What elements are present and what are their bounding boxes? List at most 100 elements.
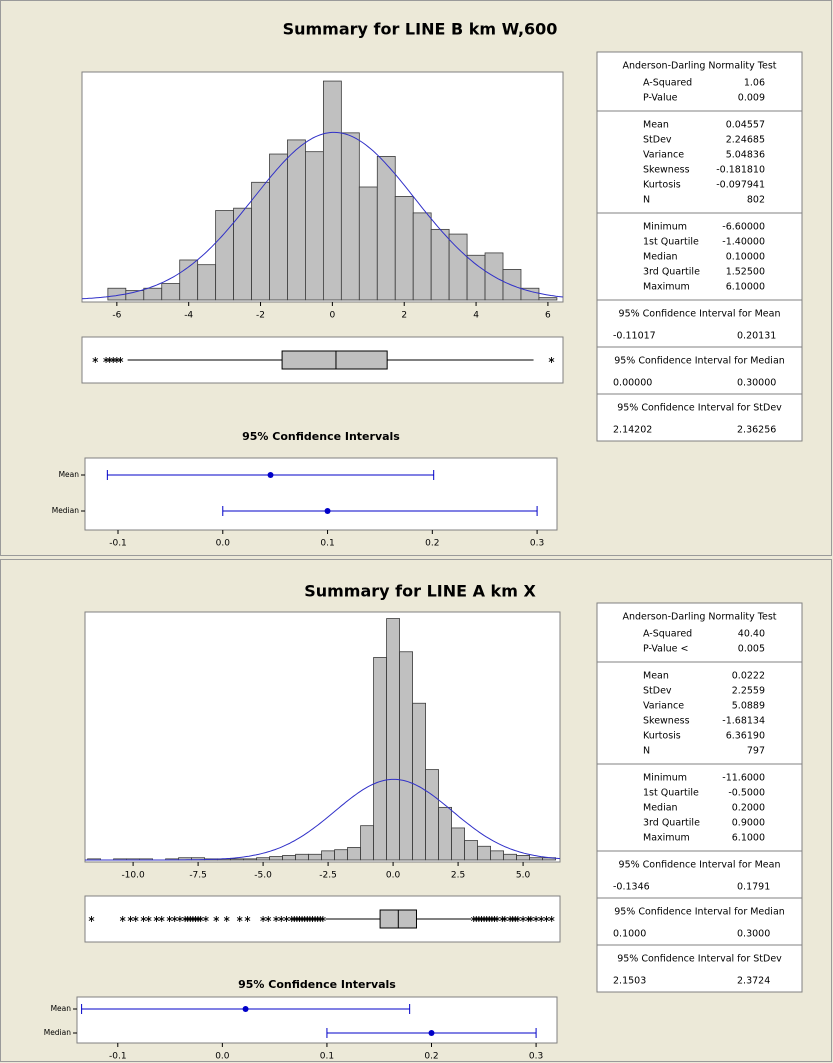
- outlier: [533, 916, 539, 922]
- bar: [360, 825, 374, 861]
- stat-value: 2.2559: [732, 686, 765, 697]
- ci-title: 95% Confidence Intervals: [242, 430, 400, 443]
- row-label: Median: [52, 506, 80, 515]
- outlier: [244, 916, 251, 922]
- x-tick-label: 0.0: [215, 1052, 230, 1062]
- bar: [430, 228, 450, 301]
- bar: [503, 853, 517, 861]
- stat-value: 5.04836: [726, 150, 765, 161]
- x-tick-label: 2: [401, 311, 407, 321]
- stat-label: Skewness: [643, 716, 690, 727]
- ci-point: [242, 1006, 249, 1012]
- bar: [340, 132, 360, 301]
- bar: [295, 853, 309, 861]
- ci-lower: -0.11017: [613, 331, 656, 342]
- bar: [438, 806, 452, 861]
- chart-title: Summary for LINE A km X: [304, 582, 536, 601]
- stat-value: 0.9000: [732, 818, 765, 829]
- ci-upper: 2.3724: [737, 976, 770, 987]
- chart-title: Summary for LINE B km W,600: [283, 20, 558, 39]
- bar: [143, 287, 163, 301]
- ci-title: 95% Confidence Intervals: [238, 978, 396, 991]
- plot-frame: [84, 611, 561, 863]
- box: [281, 350, 388, 370]
- normal-curve: [81, 131, 564, 300]
- bar: [308, 853, 322, 861]
- bar: [490, 850, 504, 861]
- outlier: [236, 916, 243, 922]
- stat-label: A-Squared: [643, 629, 692, 640]
- ci-upper: 0.30000: [737, 378, 776, 389]
- stat-label: Kurtosis: [643, 180, 681, 191]
- stat-label: Minimum: [643, 222, 687, 233]
- section-title: Anderson-Darling Normality Test: [623, 61, 777, 72]
- x-tick-label: -0.1: [109, 1052, 127, 1062]
- x-tick-label: 2.5: [451, 871, 465, 881]
- outlier: [145, 916, 152, 922]
- stat-value: 40.40: [738, 629, 765, 640]
- x-tick-label: -4: [184, 311, 193, 321]
- row-label: Mean: [51, 1004, 72, 1013]
- ci-point: [324, 508, 331, 514]
- bar: [373, 657, 387, 861]
- bar: [448, 233, 468, 301]
- outlier: [515, 916, 521, 922]
- bar: [322, 80, 342, 301]
- bar: [358, 186, 378, 301]
- section-title: 95% Confidence Interval for Median: [614, 907, 785, 918]
- outlier: [548, 357, 555, 363]
- stat-label: N: [643, 746, 650, 757]
- outlier: [320, 916, 326, 922]
- ci-upper: 0.20131: [737, 331, 776, 342]
- outlier: [273, 916, 279, 922]
- x-tick-label: 6: [545, 311, 551, 321]
- stat-label: Kurtosis: [643, 731, 681, 742]
- stat-value: 0.009: [738, 93, 765, 104]
- ci-lower: 2.14202: [613, 425, 652, 436]
- ci-lower: -0.1346: [613, 882, 650, 893]
- bar: [230, 858, 244, 861]
- bar: [520, 287, 540, 301]
- bar: [233, 207, 252, 301]
- bar: [538, 297, 558, 301]
- outlier: [117, 357, 124, 363]
- bar: [287, 139, 306, 301]
- bar: [197, 264, 217, 301]
- ci-lower: 0.1000: [613, 929, 646, 940]
- section-title: 95% Confidence Interval for StDev: [617, 403, 782, 414]
- x-tick-label: -2.5: [319, 871, 337, 881]
- x-tick-label: 0.3: [529, 1052, 543, 1062]
- x-tick-label: 0.1: [320, 539, 334, 549]
- section-title: 95% Confidence Interval for Median: [614, 356, 785, 367]
- bar: [394, 196, 414, 301]
- section-title: 95% Confidence Interval for Mean: [619, 309, 781, 320]
- stat-value: -1.68134: [722, 716, 765, 727]
- stat-value: 0.005: [738, 644, 765, 655]
- stat-label: Variance: [643, 701, 684, 712]
- bar: [215, 210, 234, 301]
- bar: [516, 855, 530, 861]
- stat-value: 797: [747, 746, 765, 757]
- outlier: [265, 916, 272, 922]
- outlier: [132, 916, 139, 922]
- x-tick-label: -10.0: [121, 871, 145, 881]
- bar: [334, 849, 348, 861]
- stat-value: -11.6000: [722, 773, 765, 784]
- bar: [376, 155, 396, 301]
- stat-value: 6.1000: [732, 833, 765, 844]
- outlier: [278, 916, 285, 922]
- ci-upper: 2.36256: [737, 425, 776, 436]
- plot-frame: [76, 996, 558, 1044]
- bar: [251, 181, 270, 301]
- stat-label: Median: [643, 803, 678, 814]
- bar: [179, 259, 199, 301]
- stat-value: -1.40000: [722, 237, 765, 248]
- stat-label: Variance: [643, 150, 684, 161]
- outlier: [494, 916, 500, 922]
- stat-value: -0.5000: [728, 788, 765, 799]
- outlier: [166, 916, 173, 922]
- ci-point: [428, 1030, 435, 1036]
- outlier: [177, 916, 183, 922]
- stat-value: 0.10000: [726, 252, 765, 263]
- outlier: [548, 916, 555, 922]
